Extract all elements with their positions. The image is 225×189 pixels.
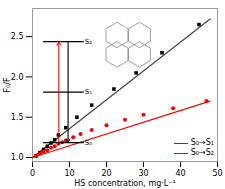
svg-text:0: 0	[30, 169, 35, 178]
svg-text:30: 30	[138, 169, 148, 178]
svg-text:1.5: 1.5	[11, 113, 24, 122]
svg-text:S₁: S₁	[85, 88, 92, 96]
html-text:S₀→S₂: S₀→S₂	[190, 148, 214, 157]
svg-text:2.0: 2.0	[11, 73, 24, 82]
svg-text:F₀/F: F₀/F	[3, 77, 12, 93]
svg-text:1.0: 1.0	[11, 153, 24, 162]
svg-text:40: 40	[175, 169, 185, 178]
html-text:S₀→S₁: S₀→S₁	[190, 138, 214, 147]
svg-text:HS concentration, mg·L⁻¹: HS concentration, mg·L⁻¹	[74, 179, 175, 188]
svg-text:S₀: S₀	[85, 139, 92, 147]
svg-text:10: 10	[64, 169, 74, 178]
svg-text:S₂: S₂	[85, 38, 92, 46]
svg-text:2.5: 2.5	[11, 32, 24, 41]
svg-text:50: 50	[212, 169, 222, 178]
svg-text:20: 20	[101, 169, 111, 178]
